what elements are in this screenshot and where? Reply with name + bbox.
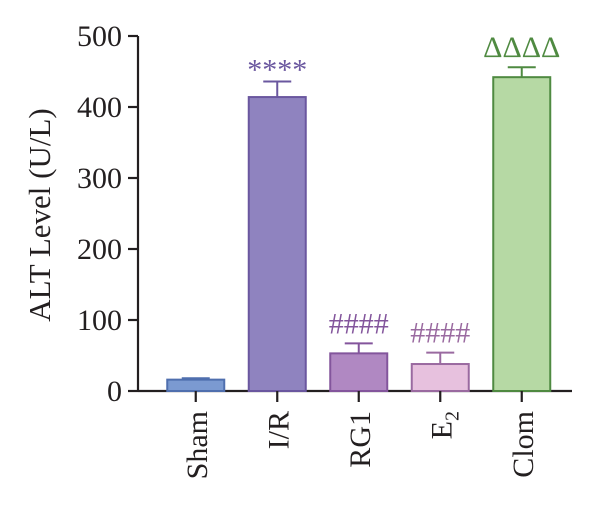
error-bar xyxy=(426,351,455,365)
x-tick-label-text: Sham xyxy=(181,411,214,479)
bar xyxy=(410,363,470,392)
bar xyxy=(247,96,307,392)
error-bar xyxy=(344,342,373,354)
x-tick-label-text: Clom xyxy=(507,411,540,478)
x-tick-label: E2 xyxy=(425,411,463,439)
bar xyxy=(329,352,389,392)
error-bar xyxy=(181,377,210,380)
y-tick-label: 100 xyxy=(77,304,122,337)
error-bar xyxy=(263,80,292,98)
bars: **** #### #### ΔΔΔΔ xyxy=(166,31,560,393)
significance-label: ΔΔΔΔ xyxy=(483,31,560,64)
x-tick-label: Clom xyxy=(507,411,540,478)
y-tick-label: 400 xyxy=(77,91,122,124)
x-tick-label-text: RG1 xyxy=(344,411,377,468)
x-tick-label-subscript: 2 xyxy=(441,411,463,421)
y-tick-label: 0 xyxy=(107,375,122,408)
significance-label: **** xyxy=(247,53,307,86)
error-bar xyxy=(507,66,536,78)
x-tick-label: I/R xyxy=(262,411,295,449)
x-tick-label-text: I/R xyxy=(262,411,295,449)
y-axis-label: ALT Level (U/L) xyxy=(22,108,57,322)
y-ticks: 0 100 200 300 400 500 xyxy=(77,20,138,408)
x-ticks: Sham I/R RG1 E2 Clom xyxy=(181,391,540,479)
bar xyxy=(166,378,226,393)
significance-label: #### xyxy=(329,307,389,340)
y-tick-label: 500 xyxy=(77,20,122,53)
y-tick-label: 200 xyxy=(77,233,122,266)
bar xyxy=(492,76,552,393)
x-tick-label: RG1 xyxy=(344,411,377,468)
x-tick-label-text: E xyxy=(425,421,458,439)
y-tick-label: 300 xyxy=(77,162,122,195)
x-tick-label: Sham xyxy=(181,411,214,479)
significance-label: #### xyxy=(410,317,470,350)
